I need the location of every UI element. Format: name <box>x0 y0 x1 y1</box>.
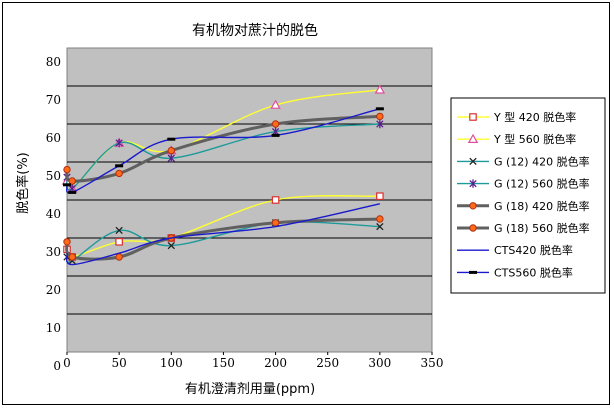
series-5 <box>63 112 384 185</box>
data-point <box>63 165 71 174</box>
x-tick-label: 150 <box>212 356 235 370</box>
data-point <box>376 222 384 231</box>
chart-title: 有机物对蔗汁的脱色 <box>192 22 318 39</box>
y-axis-ticks: 80 70 60 50 40 30 20 10 0 <box>46 55 61 373</box>
y-tick-label: 30 <box>46 245 61 259</box>
legend-marker <box>467 133 479 143</box>
x-axis-ticks: 0 50 100 150 200 250 300 350 <box>63 352 443 370</box>
data-point <box>376 192 384 201</box>
data-point <box>115 238 123 246</box>
legend-marker <box>469 224 477 232</box>
legend-label: Y 型 560 脱色率 <box>493 132 576 146</box>
x-tick-label: 200 <box>264 356 287 370</box>
x-tick-label: 50 <box>112 356 127 370</box>
legend-marker <box>469 270 477 274</box>
legend-label: G (18) 420 脱色率 <box>494 199 590 213</box>
data-point <box>115 253 123 261</box>
data-point <box>271 219 280 227</box>
data-point <box>271 133 280 137</box>
y-tick-label: 40 <box>46 207 61 221</box>
data-point <box>68 190 77 194</box>
legend-label: CTS420 脱色率 <box>494 243 573 257</box>
legend-box <box>450 97 606 294</box>
data-point <box>167 241 175 250</box>
data-point <box>270 99 281 109</box>
legend-label: G (12) 420 脱色率 <box>494 154 590 168</box>
y-tick-label: 80 <box>46 55 61 69</box>
y-tick-label: 20 <box>46 283 61 297</box>
chart-frame: 有机物对蔗汁的脱色 80 70 60 50 40 30 20 10 0 0 50 100 150 200… <box>2 2 610 405</box>
legend-label: CTS560 脱色率 <box>494 265 573 279</box>
legend-label: Y 型 420 脱色率 <box>493 110 576 124</box>
legend-label: G (12) 560 脱色率 <box>494 177 590 191</box>
data-point <box>63 238 71 246</box>
series-line <box>65 203 381 266</box>
y-tick-label: 0 <box>53 359 61 373</box>
x-tick-label: 350 <box>421 356 444 370</box>
y-axis-label: 脱色率(%) <box>15 152 31 214</box>
data-point <box>167 137 176 141</box>
x-tick-label: 0 <box>63 356 71 370</box>
legend: Y 型 420 脱色率 Y 型 560 脱色率 G (12) 420 脱色率 G (1… <box>457 110 590 279</box>
legend-marker <box>469 157 477 166</box>
data-point <box>376 215 384 223</box>
data-point <box>374 84 386 94</box>
y-tick-label: 10 <box>46 321 61 335</box>
y-tick-label: 70 <box>46 93 61 107</box>
data-point <box>115 164 124 168</box>
x-tick-label: 250 <box>316 356 339 370</box>
data-point <box>68 253 76 261</box>
data-point <box>375 107 384 111</box>
x-tick-label: 100 <box>160 356 183 370</box>
series-6 <box>65 203 381 266</box>
data-point <box>63 183 71 187</box>
legend-marker <box>469 179 477 188</box>
data-point <box>376 119 384 129</box>
x-tick-label: 300 <box>368 356 391 370</box>
data-point <box>271 120 280 128</box>
y-tick-label: 60 <box>46 131 61 145</box>
legend-label: G (18) 560 脱色率 <box>494 221 590 235</box>
data-point <box>115 169 123 178</box>
data-point <box>68 177 76 185</box>
data-point <box>167 146 175 155</box>
data-point <box>376 112 384 121</box>
series-7 <box>63 107 384 194</box>
data-point <box>115 226 123 235</box>
data-point <box>271 196 280 204</box>
legend-marker <box>469 202 477 210</box>
series-layer <box>61 84 386 266</box>
legend-marker <box>469 113 477 121</box>
data-point <box>115 138 123 148</box>
y-tick-label: 50 <box>46 169 61 183</box>
data-point <box>167 154 175 163</box>
x-axis-label: 有机澄清剂用量(ppm) <box>185 382 315 397</box>
